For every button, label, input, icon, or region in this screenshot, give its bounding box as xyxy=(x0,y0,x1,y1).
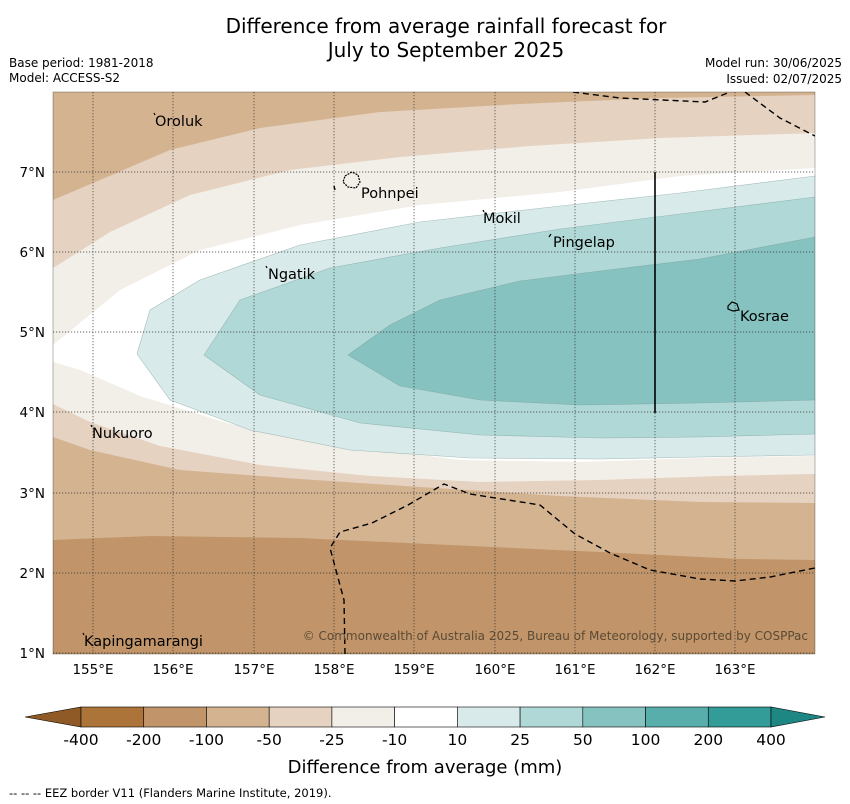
colorbar-title: Difference from average (mm) xyxy=(288,757,563,778)
label-pingelap: Pingelap xyxy=(553,235,615,251)
colorbar-extend-low xyxy=(24,706,82,728)
lat-label-6: 6°N xyxy=(20,245,45,261)
eez-footnote: -- -- -- EEZ border V11 (Flanders Marine… xyxy=(9,786,332,800)
colorbar-segment xyxy=(331,706,395,728)
colorbar-tick-labels: -400 -200 -100 -50 -25 -10 10 25 50 100 200 400 xyxy=(63,731,785,749)
lon-label-157: 157°E xyxy=(233,662,274,678)
lat-label-4: 4°N xyxy=(20,405,45,421)
ngatik-marker xyxy=(265,265,268,269)
colorbar-segment xyxy=(645,706,709,728)
pohnpei-island-outline xyxy=(342,171,361,189)
colorbar-tick-label: -10 xyxy=(382,731,407,749)
lat-label-5: 5°N xyxy=(20,325,45,341)
label-kosrae: Kosrae xyxy=(740,309,789,325)
colorbar-segments xyxy=(80,706,772,728)
map-frame xyxy=(52,91,816,655)
colorbar-segment xyxy=(582,706,646,728)
colorbar-segment xyxy=(206,706,270,728)
label-nukuoro: Nukuoro xyxy=(92,426,153,442)
model-run-text: Model run: 30/06/2025 xyxy=(704,56,842,70)
label-pohnpei: Pohnpei xyxy=(361,186,419,202)
colorbar-tick-label: 200 xyxy=(693,731,723,749)
kapingamarangi-marker xyxy=(82,632,85,636)
colorbar-extend-high xyxy=(770,706,826,728)
rainfall-contours xyxy=(53,92,815,654)
lon-label-161: 161°E xyxy=(554,662,595,678)
nukuoro-marker xyxy=(90,424,93,428)
colorbar-segment xyxy=(519,706,584,728)
colorbar-tick-label: -400 xyxy=(63,731,98,749)
issued-text: Issued: 02/07/2025 xyxy=(726,72,842,86)
colorbar-tick-label: -100 xyxy=(189,731,224,749)
lon-label-155: 155°E xyxy=(72,662,113,678)
place-labels: Oroluk Pohnpei Mokil Pingelap Ngatik Kos… xyxy=(84,114,789,650)
longitude-axis-labels: 155°E 156°E 157°E 158°E 159°E 160°E 161°… xyxy=(72,662,755,678)
lon-label-160: 160°E xyxy=(474,662,515,678)
label-oroluk: Oroluk xyxy=(155,114,203,130)
mokil-marker xyxy=(482,209,485,213)
lat-label-1: 1°N xyxy=(20,646,45,662)
colorbar-tick-label: 10 xyxy=(447,731,467,749)
lon-label-163: 163°E xyxy=(714,662,755,678)
label-mokil: Mokil xyxy=(483,211,521,227)
latitude-axis-labels: 1°N 2°N 3°N 4°N 5°N 6°N 7°N xyxy=(20,165,45,662)
lat-label-3: 3°N xyxy=(20,486,45,502)
label-kapingamarangi: Kapingamarangi xyxy=(84,634,203,650)
label-ngatik: Ngatik xyxy=(268,267,316,283)
colorbar-segment xyxy=(268,706,333,728)
kosrae-island-outline xyxy=(727,301,740,312)
colorbar-segment xyxy=(80,706,145,728)
lon-label-162: 162°E xyxy=(634,662,675,678)
lon-label-156: 156°E xyxy=(152,662,193,678)
colorbar-tick-label: 25 xyxy=(510,731,530,749)
colorbar-tick-label: -200 xyxy=(126,731,161,749)
colorbar-segment xyxy=(143,706,207,728)
colorbar-segment xyxy=(394,706,458,728)
copyright-text: © Commonwealth of Australia 2025, Bureau… xyxy=(303,629,808,643)
colorbar: -400 -200 -100 -50 -25 -10 10 25 50 100 200 400 Dif… xyxy=(24,706,826,778)
pingelap-marker xyxy=(548,233,552,238)
colorbar-tick-label: 50 xyxy=(573,731,593,749)
colorbar-segment xyxy=(457,706,521,728)
colorbar-tick-label: -50 xyxy=(257,731,282,749)
island-markers xyxy=(82,112,740,636)
title-line-2: July to September 2025 xyxy=(327,38,565,62)
oroluk-marker xyxy=(153,112,156,116)
contour-edges xyxy=(136,175,815,460)
colorbar-tick-label: 100 xyxy=(631,731,661,749)
band-plus-50 xyxy=(348,237,815,405)
model-text: Model: ACCESS-S2 xyxy=(9,71,121,85)
colorbar-tick-label: -25 xyxy=(319,731,344,749)
gridlines xyxy=(53,92,815,654)
lat-label-2: 2°N xyxy=(20,566,45,582)
eez-border-lines xyxy=(329,92,815,654)
colorbar-segment xyxy=(707,706,772,728)
base-period-text: Base period: 1981-2018 xyxy=(9,56,154,70)
lat-label-7: 7°N xyxy=(20,165,45,181)
title-line-1: Difference from average rainfall forecas… xyxy=(225,14,667,38)
lon-label-158: 158°E xyxy=(313,662,354,678)
colorbar-tick-label: 400 xyxy=(756,731,786,749)
lon-label-159: 159°E xyxy=(393,662,434,678)
